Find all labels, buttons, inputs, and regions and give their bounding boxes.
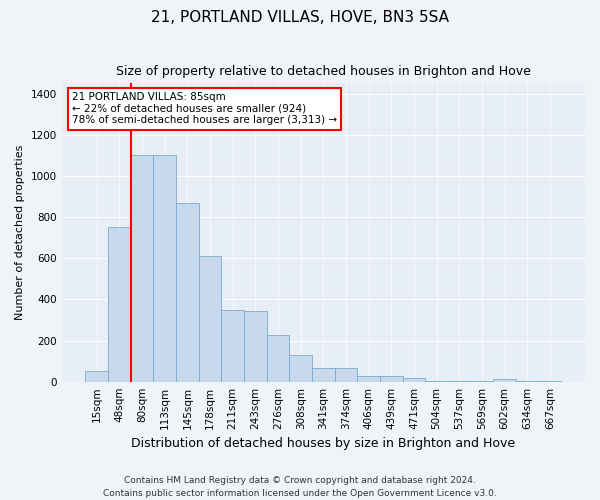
Title: Size of property relative to detached houses in Brighton and Hove: Size of property relative to detached ho… xyxy=(116,65,531,78)
Bar xyxy=(403,378,425,382)
Bar xyxy=(154,156,176,382)
Bar xyxy=(221,310,244,382)
Bar xyxy=(493,379,516,382)
Text: Contains HM Land Registry data © Crown copyright and database right 2024.
Contai: Contains HM Land Registry data © Crown c… xyxy=(103,476,497,498)
Bar xyxy=(131,156,154,382)
Bar xyxy=(380,376,403,382)
Bar xyxy=(335,368,358,382)
Bar xyxy=(539,380,561,382)
Bar xyxy=(448,380,470,382)
Bar xyxy=(244,310,266,382)
Bar xyxy=(470,380,493,382)
Bar xyxy=(266,336,289,382)
Bar xyxy=(199,256,221,382)
Bar xyxy=(289,355,312,382)
Y-axis label: Number of detached properties: Number of detached properties xyxy=(15,145,25,320)
Bar xyxy=(312,368,335,382)
Bar xyxy=(85,372,108,382)
X-axis label: Distribution of detached houses by size in Brighton and Hove: Distribution of detached houses by size … xyxy=(131,437,515,450)
Bar xyxy=(358,376,380,382)
Bar xyxy=(425,380,448,382)
Text: 21, PORTLAND VILLAS, HOVE, BN3 5SA: 21, PORTLAND VILLAS, HOVE, BN3 5SA xyxy=(151,10,449,25)
Text: 21 PORTLAND VILLAS: 85sqm
← 22% of detached houses are smaller (924)
78% of semi: 21 PORTLAND VILLAS: 85sqm ← 22% of detac… xyxy=(72,92,337,126)
Bar xyxy=(176,202,199,382)
Bar xyxy=(516,380,539,382)
Bar xyxy=(108,228,131,382)
